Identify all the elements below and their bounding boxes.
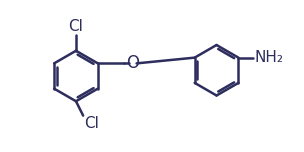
Text: Cl: Cl [68, 19, 83, 34]
Text: O: O [126, 54, 139, 72]
Text: Cl: Cl [85, 116, 99, 131]
Text: NH₂: NH₂ [254, 50, 283, 65]
